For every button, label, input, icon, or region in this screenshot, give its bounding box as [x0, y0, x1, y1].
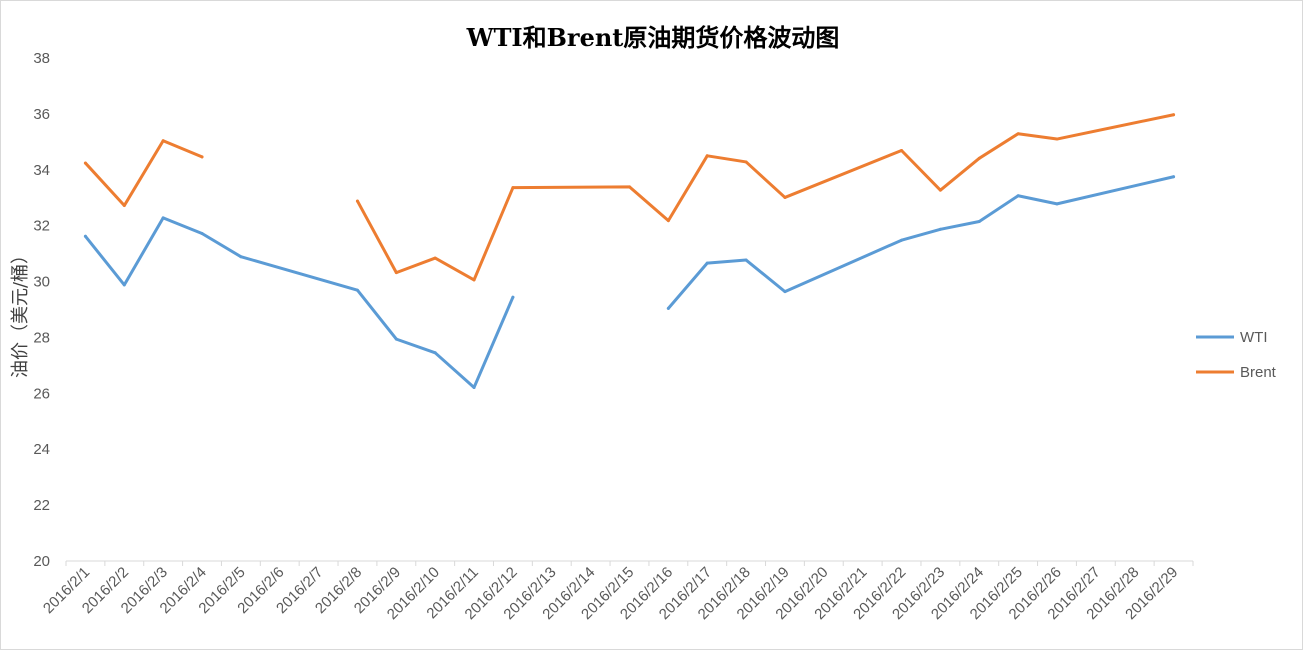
data-point-wti [1016, 194, 1020, 198]
data-point-wti [355, 288, 359, 292]
data-point-wti [1172, 175, 1176, 179]
data-point-wti [239, 255, 243, 259]
data-point-brent [900, 149, 904, 152]
data-point-wti [200, 231, 204, 235]
data-point-wti [705, 261, 709, 265]
y-tick-label: 32 [33, 218, 50, 235]
data-point-brent [938, 188, 942, 192]
chart-title: WTI和Brent原油期货价格波动图 [466, 23, 840, 52]
data-point-brent [977, 156, 981, 160]
data-point-wti [122, 283, 126, 287]
y-tick-label: 26 [33, 385, 50, 402]
data-point-brent [744, 160, 748, 164]
data-point-brent [433, 256, 437, 260]
legend-label-brent: Brent [1240, 364, 1277, 381]
y-tick-label: 36 [33, 106, 50, 123]
y-tick-label: 34 [33, 162, 50, 179]
data-point-brent [355, 199, 359, 203]
data-point-brent [666, 219, 670, 223]
data-point-brent [628, 185, 631, 189]
legend-label-wti: WTI [1240, 329, 1268, 346]
data-point-brent [1172, 113, 1176, 117]
data-point-wti [1055, 202, 1059, 206]
legend: WTI Brent [1196, 329, 1277, 381]
y-tick-label: 38 [33, 50, 50, 67]
data-point-brent [783, 195, 787, 199]
data-point-wti [977, 219, 981, 223]
series-line-wti [666, 175, 1176, 310]
data-point-brent [83, 161, 87, 165]
data-point-brent [394, 271, 398, 275]
y-tick-label: 28 [33, 329, 50, 346]
data-point-brent [200, 155, 204, 159]
y-axis-label: 油价（美元/桶） [10, 246, 31, 378]
data-point-wti [900, 238, 904, 242]
data-point-wti [394, 337, 398, 341]
data-point-brent [705, 154, 709, 158]
series-lines [83, 113, 1176, 389]
series-line-wti [83, 216, 515, 389]
axes: 202224262830323436382016/2/12016/2/22016… [33, 50, 1194, 623]
data-point-brent [1016, 132, 1020, 136]
data-point-wti [938, 227, 942, 231]
y-tick-label: 20 [33, 553, 50, 570]
data-point-wti [433, 351, 437, 355]
data-point-wti [783, 290, 787, 294]
y-tick-label: 24 [33, 441, 50, 458]
data-point-wti [511, 295, 515, 299]
data-point-wti [83, 234, 87, 238]
data-point-wti [666, 306, 670, 310]
data-point-brent [122, 204, 126, 208]
y-tick-label: 22 [33, 497, 50, 514]
series-line-brent [355, 113, 1176, 282]
y-tick-label: 30 [33, 274, 50, 291]
data-point-brent [511, 186, 515, 190]
series-line-brent [83, 139, 204, 208]
data-point-wti [161, 216, 165, 220]
data-point-brent [1055, 137, 1059, 141]
data-point-wti [472, 385, 476, 389]
data-point-wti [744, 258, 748, 262]
data-point-brent [161, 139, 165, 143]
data-point-brent [472, 278, 476, 282]
